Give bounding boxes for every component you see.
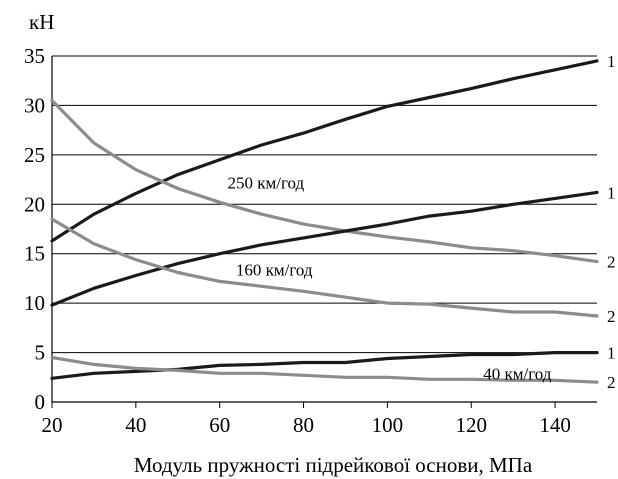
series-line-6: [50, 355, 599, 384]
axes: [51, 56, 597, 408]
series-lines: [50, 59, 599, 384]
x-tick-label: 120: [455, 413, 487, 437]
y-tick-label: 20: [24, 192, 45, 216]
y-axis-label: кН: [29, 10, 54, 34]
y-tick-label: 30: [24, 93, 45, 117]
labels: 0 5 10 15 20 25 30 35 20 40 60 80 100 120 140 1 2 1 2 1 2 250…: [24, 44, 616, 437]
y-tick-label: 10: [24, 291, 45, 315]
series-end-label: 2: [607, 253, 616, 272]
x-tick-label: 40: [125, 413, 146, 437]
x-tick-label: 80: [293, 413, 314, 437]
series-end-label: 2: [607, 373, 616, 392]
series-line-5: [50, 351, 599, 380]
speed-annotation: 160 км/год: [236, 261, 313, 280]
series-line-1: [50, 59, 599, 243]
speed-annotation: 40 км/год: [483, 364, 552, 383]
series-end-label: 1: [607, 183, 616, 202]
gridlines: [52, 55, 597, 354]
y-tick-label: 25: [24, 143, 45, 167]
series-line-3: [50, 190, 599, 307]
y-tick-label: 35: [24, 44, 45, 68]
x-tick-label: 60: [209, 413, 230, 437]
series-end-label: 2: [607, 307, 616, 326]
speed-annotation: 250 км/год: [227, 174, 304, 193]
x-axis-label: Модуль пружності підрейкової основи, МПа: [134, 453, 533, 477]
series-end-label: 1: [607, 52, 616, 71]
x-tick-label: 100: [372, 413, 404, 437]
series-line-4: [50, 217, 599, 318]
y-tick-label: 0: [35, 390, 46, 414]
y-tick-label: 15: [24, 242, 45, 266]
x-tick-label: 140: [539, 413, 571, 437]
x-tick-label: 20: [42, 413, 63, 437]
series-line-2: [50, 98, 599, 264]
series-end-label: 1: [607, 344, 616, 363]
y-tick-label: 5: [35, 341, 46, 365]
